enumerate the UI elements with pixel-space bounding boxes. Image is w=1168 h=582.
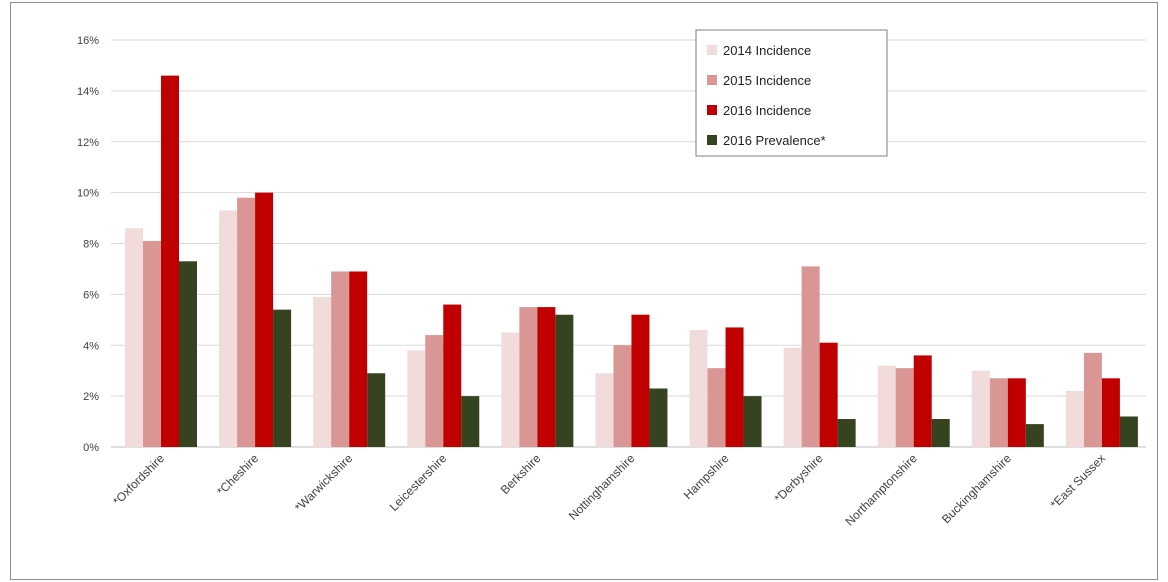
bar-2016-prevalence-east-sussex [1119, 416, 1138, 447]
bar-2014-incidence-buckinghamshire [971, 370, 990, 447]
bar-2014-incidence-northamptonshire [877, 365, 896, 447]
bar-2016-incidence-warwickshire [349, 271, 368, 447]
bar-2016-incidence-east-sussex [1101, 378, 1120, 447]
chart-frame: 0% 2% 4% 6% 8% 10% 12% 14% 16% *Oxfordshire *Ches… [10, 2, 1158, 580]
bar-2015-incidence-warwickshire [331, 271, 350, 447]
legend: 2014 Incidence 2015 Incidence 2016 Inciden… [695, 29, 888, 157]
bar-2016-incidence-northamptonshire [913, 355, 932, 447]
y-tick-label: 4% [83, 340, 99, 352]
bars [125, 75, 1138, 448]
x-category-label: Nottinghamshire [566, 451, 638, 523]
bar-2014-incidence-leicestershire [407, 350, 426, 447]
x-category-label: Leicestershire [387, 451, 450, 514]
bar-2014-incidence-derbyshire [783, 347, 802, 447]
bar-2014-incidence-nottinghamshire [595, 373, 614, 447]
bar-2015-incidence-berkshire [519, 307, 538, 447]
bar-2016-prevalence-warwickshire [367, 373, 386, 447]
bar-chart: 0% 2% 4% 6% 8% 10% 12% 14% 16% *Oxfordshire *Ches… [77, 29, 1146, 529]
legend-label-2014-incidence: 2014 Incidence [723, 43, 811, 58]
bar-2015-incidence-east-sussex [1083, 352, 1102, 447]
bar-2015-incidence-nottinghamshire [613, 345, 632, 447]
y-tick-label: 16% [77, 35, 99, 47]
bar-2016-prevalence-buckinghamshire [1025, 424, 1044, 447]
bar-2016-incidence-berkshire [537, 307, 556, 447]
bar-2016-incidence-leicestershire [443, 304, 462, 447]
bar-2016-incidence-buckinghamshire [1007, 378, 1026, 447]
legend-label-2015-incidence: 2015 Incidence [723, 73, 811, 88]
bar-2016-incidence-hampshire [725, 327, 744, 447]
legend-swatch-2016-prevalence [707, 135, 717, 145]
legend-label-2016-prevalence: 2016 Prevalence* [723, 133, 826, 148]
legend-swatch-2014-incidence [707, 45, 717, 55]
bar-2016-prevalence-cheshire [273, 309, 292, 447]
bar-2014-incidence-oxfordshire [125, 228, 143, 447]
bar-2014-incidence-berkshire [501, 332, 520, 447]
legend-swatch-2016-incidence [707, 105, 717, 115]
bar-2016-incidence-oxfordshire [161, 75, 179, 448]
bar-2016-prevalence-derbyshire [837, 419, 856, 447]
y-tick-label: 10% [77, 188, 99, 200]
x-category-label: Berkshire [498, 451, 544, 497]
x-category-label: *Derbyshire [772, 451, 826, 505]
x-category-label: *Oxfordshire [110, 451, 167, 508]
bar-2014-incidence-east-sussex [1065, 391, 1084, 447]
legend-box [695, 29, 888, 157]
y-axis-tick-labels: 0% 2% 4% 6% 8% 10% 12% 14% 16% [77, 35, 99, 454]
x-category-label: Buckinghamshire [939, 451, 1014, 526]
bar-2016-prevalence-northamptonshire [931, 419, 950, 447]
y-tick-label: 12% [77, 137, 99, 149]
bar-2015-incidence-leicestershire [425, 335, 444, 447]
bar-2016-incidence-cheshire [255, 192, 274, 447]
bar-2014-incidence-cheshire [219, 210, 238, 447]
x-category-label: *Warwickshire [292, 451, 356, 515]
bar-2016-prevalence-oxfordshire [179, 261, 197, 447]
y-tick-label: 14% [77, 86, 99, 98]
legend-label-2016-incidence: 2016 Incidence [723, 103, 811, 118]
bar-2015-incidence-northamptonshire [895, 368, 914, 447]
legend-swatch-2015-incidence [707, 75, 717, 85]
x-category-label: *East Sussex [1048, 451, 1108, 511]
bar-2015-incidence-derbyshire [801, 266, 820, 447]
y-tick-label: 8% [83, 239, 99, 251]
bar-2015-incidence-cheshire [237, 197, 256, 447]
x-category-label: *Cheshire [214, 451, 261, 498]
bar-2014-incidence-hampshire [689, 329, 708, 447]
x-category-label: Northamptonshire [842, 451, 920, 529]
bar-2014-incidence-warwickshire [313, 296, 332, 447]
bar-2015-incidence-buckinghamshire [989, 378, 1008, 447]
x-category-label: Hampshire [681, 451, 732, 502]
bar-2016-incidence-nottinghamshire [631, 314, 650, 447]
bar-2016-prevalence-nottinghamshire [649, 388, 668, 447]
bar-2016-prevalence-berkshire [555, 314, 574, 447]
x-axis-category-labels: *Oxfordshire *Cheshire *Warwickshire Leices… [110, 451, 1108, 529]
bar-2016-prevalence-leicestershire [461, 396, 480, 447]
bar-2016-prevalence-hampshire [743, 396, 762, 447]
y-tick-label: 0% [83, 442, 99, 454]
bar-2016-incidence-derbyshire [819, 342, 838, 447]
bar-2015-incidence-hampshire [707, 368, 726, 447]
y-tick-label: 6% [83, 289, 99, 301]
bar-2015-incidence-oxfordshire [143, 240, 161, 447]
y-tick-label: 2% [83, 391, 99, 403]
